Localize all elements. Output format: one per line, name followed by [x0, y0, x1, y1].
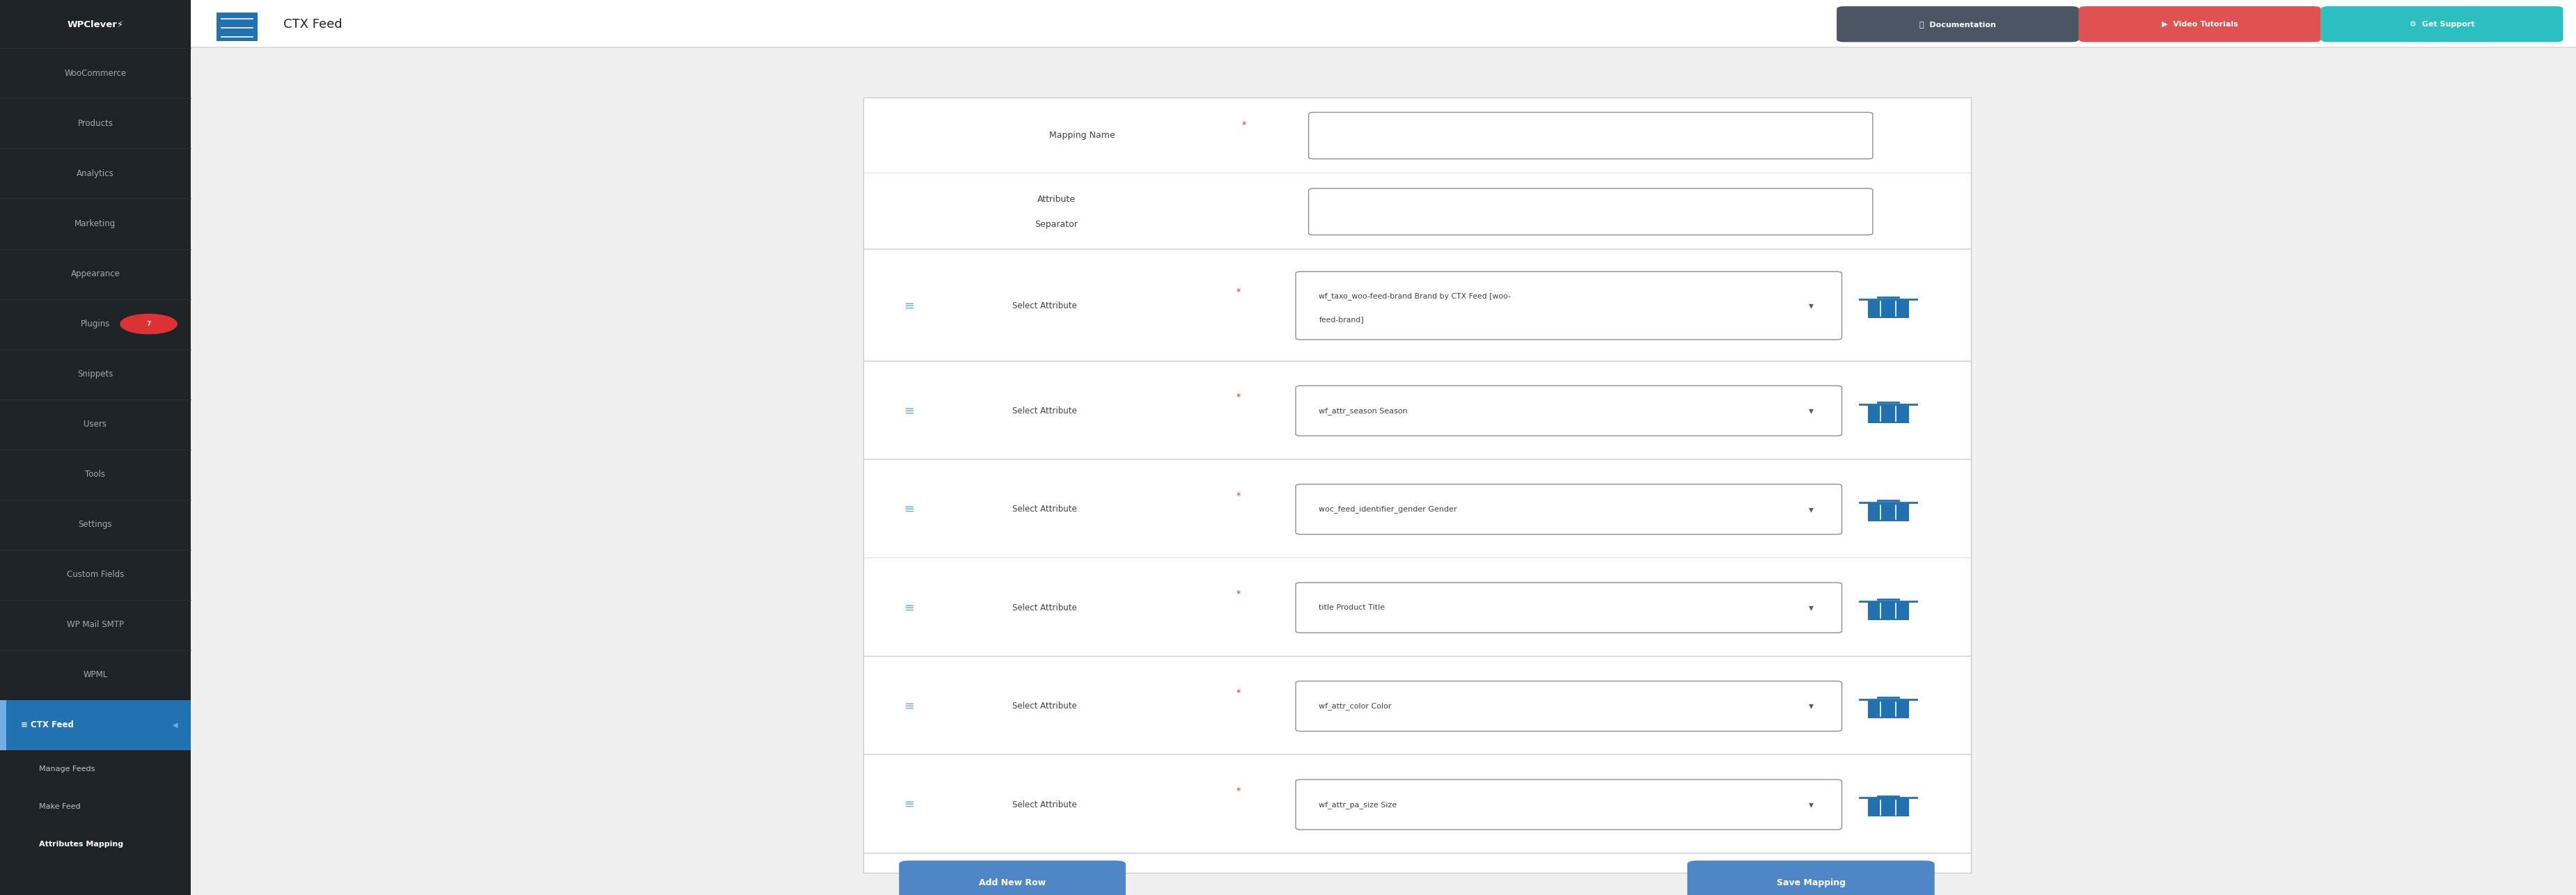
Text: 7: 7 — [147, 321, 152, 327]
FancyBboxPatch shape — [2321, 6, 2563, 42]
Bar — [863, 248, 1971, 250]
Text: Tools: Tools — [85, 470, 106, 479]
FancyBboxPatch shape — [1296, 272, 1842, 340]
Text: ▾: ▾ — [1808, 603, 1814, 612]
Text: WPML: WPML — [82, 670, 108, 679]
Text: Separator: Separator — [1036, 219, 1077, 229]
Text: ⚙  Get Support: ⚙ Get Support — [2409, 21, 2476, 28]
Text: Make Feed: Make Feed — [39, 803, 80, 810]
Text: Select Attribute: Select Attribute — [1012, 603, 1077, 612]
FancyBboxPatch shape — [1296, 681, 1842, 731]
FancyBboxPatch shape — [1309, 189, 1873, 235]
Bar — [863, 173, 1971, 174]
Text: Users: Users — [85, 420, 106, 429]
Bar — [1868, 299, 1909, 318]
Text: ≡: ≡ — [904, 503, 914, 516]
FancyBboxPatch shape — [1837, 6, 2079, 42]
Bar — [191, 0, 2576, 48]
Text: wf_attr_color Color: wf_attr_color Color — [1319, 703, 1391, 710]
FancyBboxPatch shape — [1296, 583, 1842, 633]
Bar — [1868, 503, 1909, 521]
Text: Appearance: Appearance — [70, 269, 121, 278]
Text: *: * — [1236, 393, 1242, 402]
Text: ≡: ≡ — [904, 405, 914, 417]
Text: WooCommerce: WooCommerce — [64, 69, 126, 78]
Text: Custom Fields: Custom Fields — [67, 570, 124, 579]
Text: CTX Feed: CTX Feed — [283, 18, 343, 30]
Text: *: * — [1236, 787, 1242, 796]
Bar — [216, 13, 258, 41]
Text: Add New Row: Add New Row — [979, 878, 1046, 888]
Text: *: * — [1236, 590, 1242, 599]
Text: Products: Products — [77, 119, 113, 128]
Text: Save Mapping: Save Mapping — [1777, 878, 1844, 888]
Text: ≡: ≡ — [904, 601, 914, 614]
FancyBboxPatch shape — [1296, 484, 1842, 534]
Text: Select Attribute: Select Attribute — [1012, 702, 1077, 711]
Text: ▾: ▾ — [1808, 301, 1814, 311]
Text: WPClever⚡: WPClever⚡ — [67, 20, 124, 29]
Text: Settings: Settings — [77, 520, 113, 529]
Text: Marketing: Marketing — [75, 219, 116, 228]
Bar — [0, 700, 5, 750]
Text: wf_attr_season Season: wf_attr_season Season — [1319, 407, 1409, 414]
Bar — [191, 48, 2576, 84]
Text: *: * — [1236, 688, 1242, 697]
Text: wf_taxo_woo-feed-brand Brand by CTX Feed [woo-: wf_taxo_woo-feed-brand Brand by CTX Feed… — [1319, 292, 1512, 300]
Text: Plugins: Plugins — [80, 320, 111, 328]
FancyBboxPatch shape — [863, 98, 1971, 873]
FancyBboxPatch shape — [1687, 861, 1935, 895]
Text: Select Attribute: Select Attribute — [1012, 406, 1077, 415]
Bar — [0, 700, 191, 750]
Text: woc_feed_identifier_gender Gender: woc_feed_identifier_gender Gender — [1319, 506, 1458, 513]
Bar — [0, 0, 191, 895]
Bar — [191, 47, 2576, 48]
Text: feed-brand]: feed-brand] — [1319, 316, 1363, 323]
Text: Analytics: Analytics — [77, 169, 113, 178]
Bar — [1868, 404, 1909, 422]
Text: ≡: ≡ — [904, 300, 914, 311]
Text: wf_attr_pa_size Size: wf_attr_pa_size Size — [1319, 801, 1396, 808]
FancyBboxPatch shape — [1296, 386, 1842, 436]
Text: *: * — [1236, 287, 1242, 297]
Text: Manage Feeds: Manage Feeds — [39, 765, 95, 772]
Text: ≡: ≡ — [904, 700, 914, 712]
Bar — [863, 557, 1971, 558]
Text: ▶  Video Tutorials: ▶ Video Tutorials — [2161, 21, 2239, 28]
Text: Snippets: Snippets — [77, 370, 113, 379]
Text: Attribute: Attribute — [1038, 194, 1074, 204]
Text: ≡ CTX Feed: ≡ CTX Feed — [21, 720, 75, 729]
Text: *: * — [1242, 120, 1247, 130]
Text: Select Attribute: Select Attribute — [1012, 301, 1077, 311]
Text: *: * — [1236, 491, 1242, 500]
Bar — [863, 754, 1971, 755]
Text: ▾: ▾ — [1808, 406, 1814, 415]
Text: ▾: ▾ — [1808, 505, 1814, 514]
Bar — [1868, 798, 1909, 816]
FancyBboxPatch shape — [2079, 6, 2321, 42]
Text: Attributes Mapping: Attributes Mapping — [39, 840, 124, 848]
Text: ◀: ◀ — [173, 721, 178, 729]
Bar — [863, 852, 1971, 854]
Bar — [863, 360, 1971, 362]
Text: Select Attribute: Select Attribute — [1012, 505, 1077, 514]
Text: ▾: ▾ — [1808, 702, 1814, 711]
Bar — [863, 458, 1971, 460]
FancyBboxPatch shape — [1309, 113, 1873, 159]
Bar — [1868, 601, 1909, 619]
Text: Mapping Name: Mapping Name — [1048, 131, 1115, 141]
Text: WP Mail SMTP: WP Mail SMTP — [67, 620, 124, 629]
Text: ≡: ≡ — [904, 798, 914, 811]
Bar — [1868, 700, 1909, 718]
Circle shape — [121, 314, 178, 334]
Bar — [0, 0, 2576, 48]
Text: 📋  Documentation: 📋 Documentation — [1919, 21, 1996, 28]
Text: ▾: ▾ — [1808, 800, 1814, 809]
Bar — [863, 655, 1971, 657]
FancyBboxPatch shape — [1296, 780, 1842, 830]
Text: title Product Title: title Product Title — [1319, 604, 1386, 611]
Text: Select Attribute: Select Attribute — [1012, 800, 1077, 809]
FancyBboxPatch shape — [899, 861, 1126, 895]
